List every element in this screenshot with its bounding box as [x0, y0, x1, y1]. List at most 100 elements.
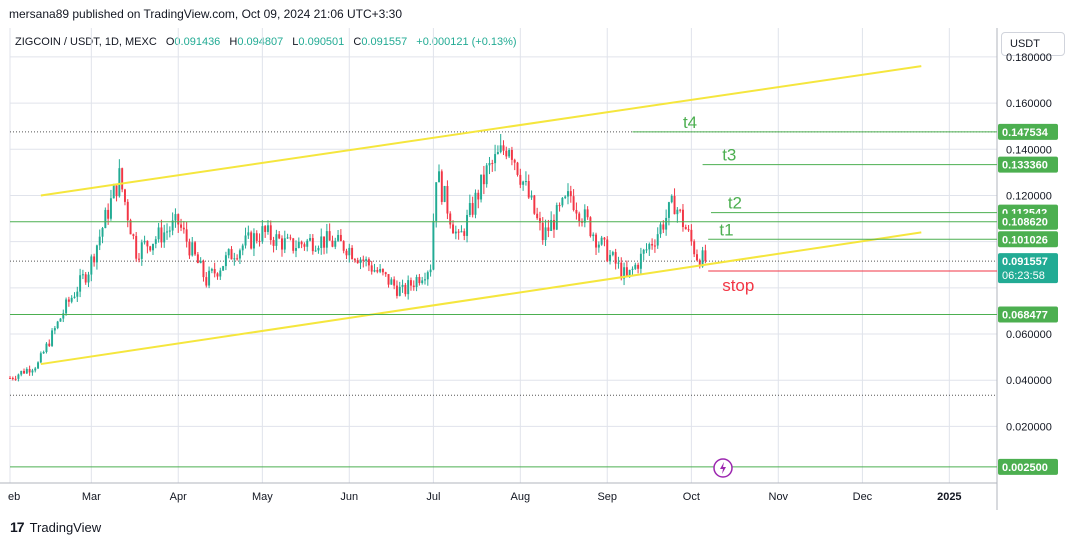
candle-body: [20, 370, 23, 375]
candle-body: [502, 145, 505, 151]
candle-body: [536, 213, 539, 219]
tradingview-brand[interactable]: 17 TradingView: [10, 519, 101, 535]
brand-name: TradingView: [29, 519, 102, 535]
candle-body: [247, 232, 250, 236]
candle-body: [513, 159, 516, 163]
candle-body: [438, 171, 440, 183]
candle-body: [129, 220, 132, 235]
candle-body: [550, 219, 553, 231]
candle-body: [266, 225, 269, 232]
candle-body: [101, 228, 104, 237]
channel-upper-line: [40, 65, 922, 197]
candle-body: [398, 286, 401, 296]
candle-body: [606, 239, 609, 262]
candle-body: [109, 198, 112, 219]
candle-body: [300, 241, 303, 245]
candle-body: [609, 254, 612, 262]
candle-body: [325, 231, 328, 248]
candle-body: [45, 343, 48, 352]
channel-lower-line: [40, 231, 922, 366]
ohlc-change-value: +0.000121 (+0.13%): [416, 36, 517, 48]
ohlc-open-key: O: [165, 36, 175, 48]
candle-body: [87, 274, 90, 283]
candle-body: [199, 260, 202, 264]
ohlc-open-value: 0.091436: [174, 36, 221, 48]
candle-body: [639, 253, 642, 269]
candle-body: [623, 267, 626, 279]
candle-body: [494, 154, 497, 164]
current-price-tag: [998, 253, 1058, 284]
candle-body: [28, 369, 31, 373]
candle-body: [314, 250, 317, 252]
candle-body: [701, 250, 704, 267]
x-tick-label: May: [252, 491, 273, 503]
publisher-line: mersana89 published on TradingView.com, …: [9, 7, 403, 21]
level-price-tag-label: 0.133360: [1002, 160, 1048, 172]
candle-body: [194, 242, 197, 255]
level-price-tag-label: 0.108620: [1002, 217, 1048, 229]
candle-body: [188, 241, 191, 256]
candle-body: [387, 274, 390, 285]
candle-body: [112, 185, 115, 199]
x-tick-label: Apr: [170, 491, 187, 503]
candle-body: [348, 247, 351, 256]
candle-body: [477, 192, 480, 200]
candle-body: [454, 231, 457, 234]
candle-body: [115, 185, 118, 197]
candle-body: [42, 351, 45, 354]
candle-body: [415, 277, 418, 288]
y-tick-label: 0.160000: [1006, 98, 1052, 110]
candle-body: [510, 149, 513, 160]
candle-body: [679, 209, 682, 211]
candle-body: [216, 273, 219, 277]
candle-body: [359, 259, 362, 264]
candle-body: [272, 240, 275, 246]
candle-body: [519, 174, 522, 185]
candle-body: [73, 296, 76, 298]
currency-unit-button[interactable]: USDT: [1001, 32, 1065, 56]
candle-body: [583, 209, 586, 223]
candle-body: [589, 217, 592, 237]
candle-body: [367, 259, 370, 266]
candle-body: [160, 227, 163, 243]
x-tick-label: 2025: [937, 491, 961, 503]
candle-body: [421, 280, 424, 284]
symbol-name[interactable]: ZIGCOIN / USDT, 1D, MEXC: [15, 36, 157, 48]
candle-body: [53, 328, 56, 331]
candle-body: [171, 220, 174, 231]
candle-body: [152, 243, 154, 251]
candle-body: [219, 270, 222, 277]
candle-body: [154, 239, 157, 244]
candle-body: [538, 218, 541, 223]
candle-body: [670, 195, 673, 203]
candle-body: [440, 171, 443, 202]
candle-body: [337, 234, 340, 241]
candle-body: [547, 227, 550, 231]
candle-body: [289, 237, 292, 239]
candle-body: [261, 226, 264, 242]
ohlc-high-key: H: [229, 36, 238, 48]
y-tick-label: 0.120000: [1006, 190, 1052, 202]
level-name-label: stop: [722, 276, 754, 295]
candle-body: [222, 266, 225, 271]
candle-body: [320, 236, 323, 248]
x-tick-label: Jul: [426, 491, 440, 503]
candle-body: [524, 181, 527, 183]
candle-body: [233, 258, 236, 260]
candle-body: [564, 196, 567, 198]
candle-body: [412, 285, 415, 288]
x-tick-label: Mar: [82, 491, 101, 503]
level-name-label: t2: [728, 194, 742, 213]
candle-body: [558, 205, 561, 207]
candle-body: [407, 280, 410, 295]
candle-body: [651, 243, 654, 246]
candle-body: [446, 186, 449, 214]
candle-body: [278, 234, 281, 239]
candle-body: [704, 250, 707, 262]
candle-body: [191, 242, 194, 256]
candle-body: [401, 284, 404, 287]
candle-body: [395, 285, 398, 296]
candle-body: [684, 227, 687, 230]
bar-countdown-label: 06:23:58: [1002, 270, 1045, 282]
